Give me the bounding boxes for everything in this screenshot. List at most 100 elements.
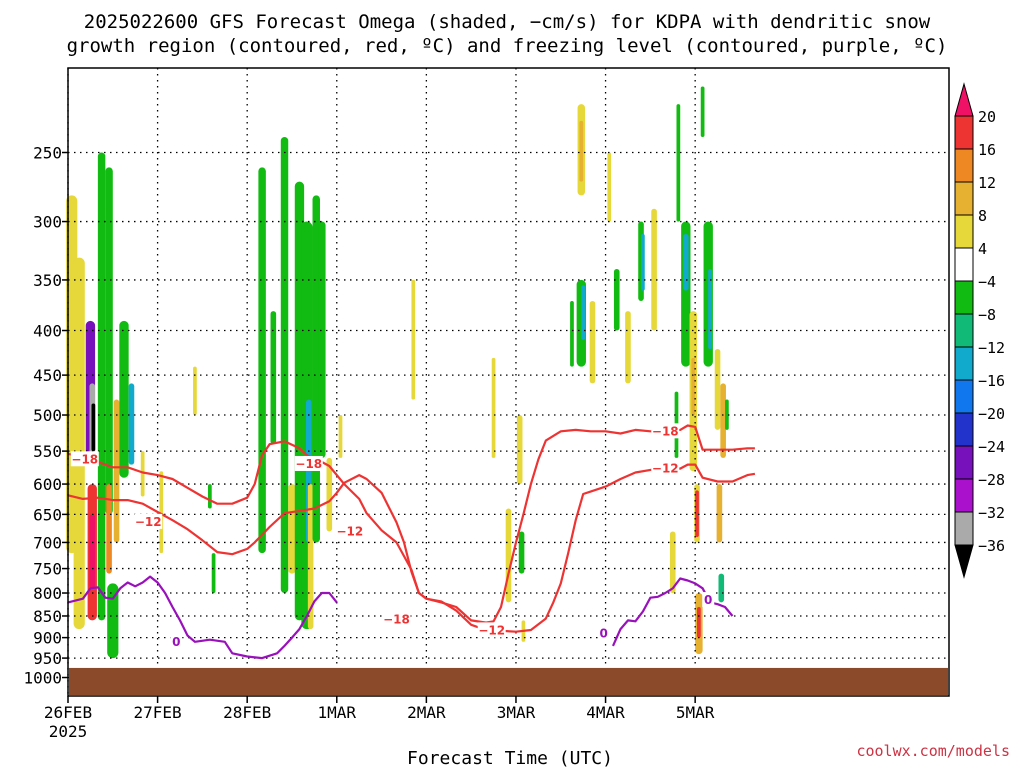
y-tick-label-800: 800 xyxy=(33,584,62,603)
contour-label-4: −18 xyxy=(383,613,410,627)
omega-region-62 xyxy=(708,268,712,349)
contour-label-bg-4 xyxy=(382,611,411,627)
colorbar-label-5: −4 xyxy=(978,273,996,291)
y-tick-label-650: 650 xyxy=(33,505,62,524)
omega-region-44 xyxy=(613,268,620,331)
colorbar-swatch-8 xyxy=(954,379,974,414)
omega-region-30 xyxy=(338,415,343,458)
y-tick-label-250: 250 xyxy=(33,144,62,163)
contour-label-bg-2 xyxy=(294,455,323,471)
contour-label-1: −12 xyxy=(135,515,162,529)
plot-area: −18 −12 −18 −12 −18 −12 −18 −12 0 0 0 xyxy=(66,67,950,697)
x-tick-label-48: 28FEB xyxy=(223,703,271,722)
x-tick-label-96: 2MAR xyxy=(407,703,446,722)
omega-region-51 xyxy=(676,104,681,222)
y-tick-label-400: 400 xyxy=(33,322,62,341)
colorbar-swatch-1 xyxy=(954,148,974,183)
colorbar-swatch-10 xyxy=(954,445,974,480)
omega-region-19 xyxy=(258,167,266,554)
chart-title-line-1: 2025022600 GFS Forecast Omega (shaded, −… xyxy=(84,11,931,33)
colorbar-label-3: 8 xyxy=(978,207,987,225)
omega-region-65 xyxy=(718,573,725,603)
chart-title-line-2: growth region (contoured, red, ºC) and f… xyxy=(67,35,948,57)
contour-label-8: 0 xyxy=(172,635,180,649)
contour-label-10: 0 xyxy=(704,593,712,607)
omega-region-55 xyxy=(691,357,696,416)
omega-region-39 xyxy=(579,120,584,182)
colorbar-swatch-11 xyxy=(954,478,974,513)
contour-label-bg-8 xyxy=(170,633,183,649)
omega-region-48 xyxy=(651,208,657,331)
x-tick-label-72: 1MAR xyxy=(318,703,357,722)
omega-region-37 xyxy=(570,300,574,367)
x-tick-sublabel-0: 2025 xyxy=(49,722,88,741)
colorbar-swatch-6 xyxy=(954,313,974,348)
colorbar-swatch-0 xyxy=(954,115,974,150)
contour-label-bg-1 xyxy=(134,513,163,529)
colorbar-label-12: −32 xyxy=(978,504,1005,522)
y-tick-label-700: 700 xyxy=(33,533,62,552)
y-tick-label-500: 500 xyxy=(33,406,62,425)
contour-label-9: 0 xyxy=(600,626,608,640)
y-tick-label-950: 950 xyxy=(33,649,62,668)
y-tick-label-1000: 1000 xyxy=(23,669,62,688)
y-tick-label-300: 300 xyxy=(33,213,62,232)
y-tick-label-600: 600 xyxy=(33,475,62,494)
x-tick-label-0: 26FEB xyxy=(44,703,92,722)
x-tick-label-168: 5MAR xyxy=(676,703,715,722)
contour-label-bg-3 xyxy=(335,523,364,539)
omega-region-9 xyxy=(106,484,112,574)
contour-label-bg-9 xyxy=(597,625,610,641)
colorbar-label-10: −24 xyxy=(978,438,1005,456)
colorbar-label-7: −12 xyxy=(978,339,1005,357)
omega-region-13 xyxy=(107,583,119,659)
omega-region-15 xyxy=(159,471,164,554)
omega-region-21 xyxy=(280,137,289,594)
omega-region-43 xyxy=(607,152,612,222)
omega-region-63 xyxy=(714,348,721,430)
omega-region-20 xyxy=(270,311,277,445)
colorbar-label-2: 12 xyxy=(978,174,996,192)
colorbar-swatch-4 xyxy=(954,247,974,282)
contour-label-bg-0 xyxy=(70,451,99,467)
omega-region-42 xyxy=(589,300,596,384)
contour-label-3: −12 xyxy=(336,524,363,538)
omega-region-60 xyxy=(700,86,705,138)
omega-region-47 xyxy=(641,233,645,291)
omega-region-4 xyxy=(91,403,96,452)
contours xyxy=(67,424,948,695)
y-tick-label-900: 900 xyxy=(33,629,62,648)
colorbar-label-4: 4 xyxy=(978,240,987,258)
y-tick-label-450: 450 xyxy=(33,366,62,385)
omega-region-32 xyxy=(491,357,496,458)
colorbar-label-13: −36 xyxy=(978,537,1005,555)
omega-region-8 xyxy=(105,167,113,515)
colorbar: 20 16 12 8 4 −4 −8 −12 −16 −20 −24 −28 −32 −36 xyxy=(954,82,1005,579)
contour-label-7: −12 xyxy=(652,462,679,476)
omega-region-1 xyxy=(73,257,85,630)
x-tick-label-24: 27FEB xyxy=(134,703,182,722)
x-tick-label-144: 4MAR xyxy=(586,703,625,722)
x-tick-label-120: 3MAR xyxy=(497,703,536,722)
colorbar-swatch-5 xyxy=(954,280,974,315)
contour-label-bg-7 xyxy=(651,460,680,476)
omega-region-50 xyxy=(669,531,676,594)
omega-region-66 xyxy=(720,383,726,458)
omega-region-35 xyxy=(518,531,525,574)
omega-region-7 xyxy=(97,152,106,621)
colorbar-swatch-12 xyxy=(954,511,974,546)
colorbar-swatch-2 xyxy=(954,181,974,216)
omega-region-11 xyxy=(119,320,129,478)
colorbar-swatch-3 xyxy=(954,214,974,249)
omega-region-10 xyxy=(113,399,120,543)
omega-region-14 xyxy=(140,451,145,497)
omega-region-41 xyxy=(581,285,586,340)
omega-region-22 xyxy=(288,484,296,574)
credit-text: coolwx.com/models xyxy=(856,742,1010,760)
omega-region-17 xyxy=(207,484,212,509)
omega-region-45 xyxy=(625,311,631,384)
plot-frame xyxy=(67,67,950,697)
omega-region-59 xyxy=(697,606,701,638)
contour-label-bg-10 xyxy=(702,592,715,608)
